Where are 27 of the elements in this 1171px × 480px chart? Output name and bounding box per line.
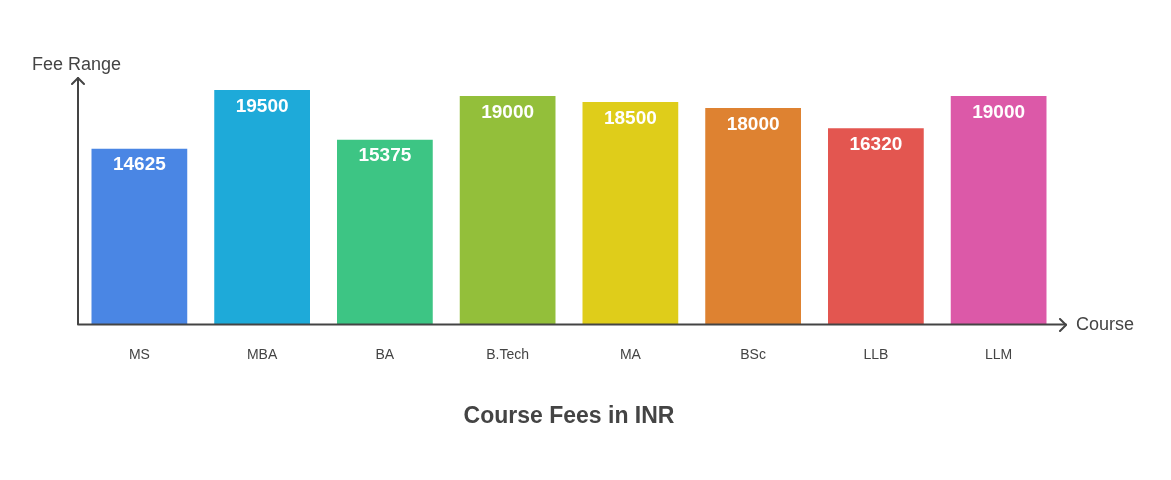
x-tick-label: LLB — [863, 345, 889, 362]
data-label: 18000 — [726, 112, 780, 134]
x-axis-title: Course — [1076, 313, 1135, 334]
data-label: 15375 — [358, 144, 412, 166]
data-label: 19000 — [972, 100, 1026, 122]
bar — [705, 108, 801, 325]
x-tick-label: B.Tech — [486, 345, 530, 362]
x-tick-label: MA — [619, 345, 642, 362]
data-label: 14625 — [112, 153, 167, 175]
x-tick-label: BA — [375, 345, 395, 362]
bar — [459, 96, 556, 325]
y-axis-title: Fee Range — [32, 53, 122, 74]
data-label: 16320 — [849, 133, 903, 154]
bar — [828, 128, 924, 325]
data-label: 18500 — [603, 106, 657, 128]
bar — [91, 148, 188, 325]
x-tick-label: MBA — [246, 345, 278, 362]
bar — [950, 96, 1047, 325]
text: Course Fees in INR — [463, 401, 675, 428]
x-tick-label: BSc — [740, 345, 766, 362]
x-tick-label: MS — [128, 345, 150, 362]
bar — [337, 139, 433, 325]
data-label: 19500 — [235, 94, 289, 116]
x-tick-label: LLM — [985, 345, 1013, 362]
bar — [214, 90, 310, 325]
bar — [582, 102, 679, 325]
data-label: 19000 — [481, 100, 535, 122]
